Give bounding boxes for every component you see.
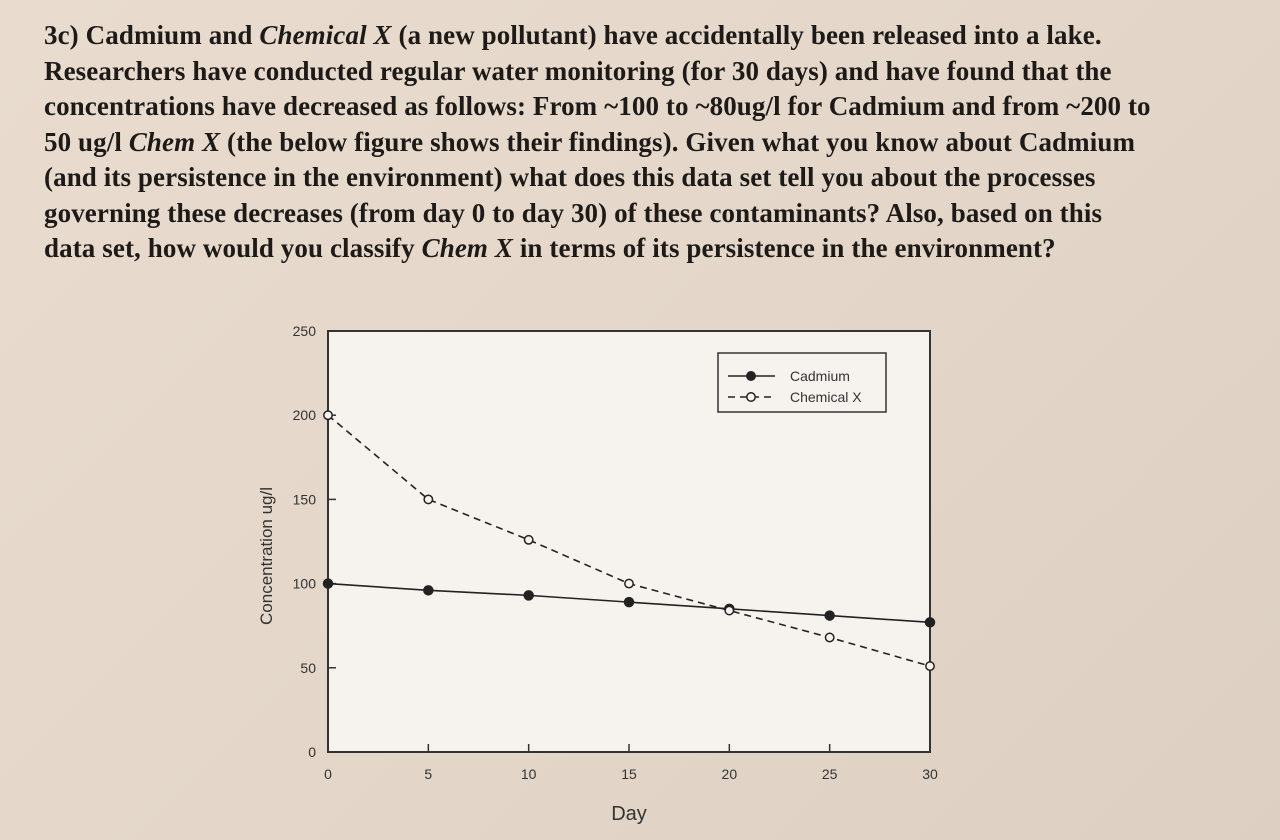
question-line-5: (and its persistence in the environment)… — [44, 162, 1096, 192]
y-tick-label: 0 — [308, 744, 316, 760]
x-tick-label: 5 — [424, 766, 432, 782]
cadmium-point — [623, 596, 635, 608]
x-axis-title: Day — [611, 803, 647, 825]
question-line-4: 50 ug/l Chem X (the below figure shows t… — [44, 125, 1244, 161]
y-tick-label: 150 — [293, 491, 317, 507]
question-line-7-a: data set, how would you classify — [44, 233, 422, 263]
cadmium-point — [924, 617, 936, 628]
question-line-7: data set, how would you classify Chem X … — [44, 231, 1244, 267]
x-tick-label: 10 — [521, 766, 537, 782]
question-line-7-c: in terms of its persistence in the envir… — [512, 233, 1056, 263]
question-line-6: governing these decreases (from day 0 to… — [44, 197, 1103, 228]
x-tick-label: 25 — [822, 766, 838, 782]
cadmium-point — [423, 585, 434, 596]
cadmium-point — [824, 610, 835, 621]
cadmium-legend-marker — [746, 371, 756, 381]
axis-ticks: 0 5 10 15 20 25 30 0 50 100 150 200 250 — [293, 323, 938, 782]
chemical-x-point — [724, 605, 735, 616]
y-tick-label: 50 — [300, 660, 316, 676]
x-tick-label: 30 — [922, 766, 938, 782]
y-axis-title: Concentration ug/l — [257, 487, 276, 625]
question-line-3: concentrations have decreased as follows… — [44, 91, 1151, 121]
chemical-x-point — [824, 632, 835, 643]
x-tick-label: 15 — [621, 766, 637, 782]
chemical-x-legend-label: Chemical X — [790, 389, 862, 405]
chemical-x-point — [925, 661, 935, 672]
cadmium-legend-label: Cadmium — [790, 368, 850, 384]
legend-box — [717, 352, 887, 413]
series-markers — [322, 410, 936, 672]
question-line-1-c: (a new pollutant) have accidentally been… — [391, 20, 1102, 50]
chemical-x-point — [624, 578, 634, 589]
chemical-x-point — [423, 494, 434, 505]
question-line-4-a: 50 ug/l — [44, 126, 129, 157]
y-tick-label: 200 — [293, 407, 317, 423]
question-line-4-c: (the below figure shows their findings).… — [220, 126, 1136, 157]
x-tick-label: 0 — [324, 766, 332, 782]
y-tick-label: 100 — [293, 576, 317, 592]
question-text: 3c) Cadmium and Chemical X (a new pollut… — [44, 18, 1244, 267]
cadmium-point — [322, 578, 334, 589]
legend: Cadmium Chemical X — [717, 352, 887, 413]
x-tick-label: 20 — [722, 766, 738, 782]
question-line-4-italic: Chem X — [128, 126, 221, 157]
question-line-2: Researchers have conducted regular water… — [44, 55, 1112, 86]
question-line-1-a: 3c) Cadmium and — [44, 20, 260, 50]
question-line-1-italic: Chemical X — [259, 20, 392, 50]
question-line-7-italic: Chem X — [421, 233, 513, 263]
chemical-x-point — [323, 410, 333, 421]
question-line-1: 3c) Cadmium and Chemical X (a new pollut… — [44, 18, 1244, 54]
y-tick-label: 250 — [293, 323, 317, 339]
chemical-x-point — [523, 534, 534, 545]
cadmium-point — [523, 590, 534, 601]
chemical-x-legend-marker — [746, 392, 756, 402]
